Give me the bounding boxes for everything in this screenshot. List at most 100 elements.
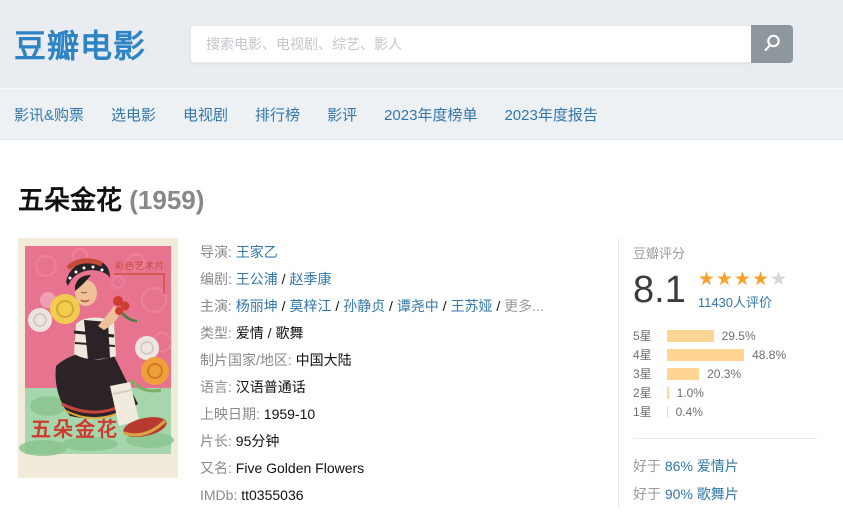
detail-row: 又名: Five Golden Flowers <box>200 455 544 482</box>
distribution-percent: 1.0% <box>676 385 704 400</box>
comparison-prefix: 好于 <box>633 458 665 474</box>
detail-label: 语言: <box>200 379 236 395</box>
movie-title: 五朵金花 <box>18 185 123 215</box>
separator: / <box>277 271 290 287</box>
rating-votes: 11430人评价 <box>698 292 788 312</box>
detail-value: 95分钟 <box>235 433 280 449</box>
star-full-icon: ★ <box>697 269 716 290</box>
separator: / <box>277 298 290 314</box>
comparison-prefix: 好于 <box>633 486 665 502</box>
detail-label: 导演: <box>200 244 236 260</box>
star-count-label: 4星 <box>633 348 652 362</box>
detail-label: 又名: <box>200 460 236 476</box>
detail-value: tt0355036 <box>241 487 304 503</box>
movie-poster[interactable]: 彩色艺术片 五朵金花 <box>18 238 178 478</box>
detail-label: IMDb: <box>200 487 242 503</box>
distribution-percent: 20.3% <box>707 366 742 381</box>
star-count-label: 3星 <box>633 367 652 381</box>
rating-score: 8.1 <box>633 269 686 311</box>
page-title: 五朵金花 (1959) <box>18 185 825 215</box>
detail-value: Five Golden Flowers <box>235 460 365 476</box>
genre-comparisons: 好于 86% 爱情片 好于 90% 歌舞片 <box>633 438 817 508</box>
rating-section: 豆瓣评分 8.1 ★★★★★ 11430人评价 5星 29.5% 4星 48.8% 3星… <box>618 238 825 509</box>
detail-label: 上映日期: <box>200 406 264 422</box>
comparison-line: 好于 86% 爱情片 <box>633 452 817 480</box>
main-nav: 影讯&购票 选电影 电视剧 排行榜 影评 2023年度榜单 2023年度报告 <box>0 88 843 140</box>
separator: / <box>331 298 344 314</box>
nav-item-1[interactable]: 选电影 <box>111 106 157 124</box>
star-full-icon: ★ <box>715 269 734 290</box>
main-content: 五朵金花 (1959) <box>0 185 843 509</box>
distribution-bar <box>667 348 745 361</box>
distribution-row: 1星 0.4% <box>633 402 825 421</box>
distribution-row: 4星 48.8% <box>633 345 825 364</box>
search-input[interactable] <box>190 25 752 63</box>
detail-value: 1959-10 <box>263 406 316 422</box>
separator: / <box>263 325 276 341</box>
star-empty-icon: ★ <box>770 269 789 290</box>
detail-link[interactable]: 莫梓江 <box>289 298 332 314</box>
separator: / <box>438 298 451 314</box>
detail-row: 上映日期: 1959-10 <box>200 401 544 428</box>
poster-corner-text: 彩色艺术片 <box>115 260 165 271</box>
nav-item-3[interactable]: 排行榜 <box>255 106 301 124</box>
detail-row: 导演: 王家乙 <box>200 239 544 266</box>
nav-item-4[interactable]: 影评 <box>327 106 358 124</box>
detail-label: 制片国家/地区: <box>200 352 296 368</box>
header: 豆瓣电影 <box>0 0 843 88</box>
separator: / <box>385 298 397 314</box>
distribution-bar <box>667 405 668 418</box>
more-link[interactable]: 更多... <box>504 298 544 314</box>
search-button[interactable] <box>751 25 794 63</box>
detail-value: 中国大陆 <box>295 352 352 368</box>
detail-row: 片长: 95分钟 <box>200 428 544 455</box>
detail-row: 主演: 杨丽坤 / 莫梓江 / 孙静贞 / 谭尧中 / 王苏娅 / 更多... <box>200 293 544 320</box>
detail-row: IMDb: tt0355036 <box>200 482 544 509</box>
detail-row: 语言: 汉语普通话 <box>200 374 544 401</box>
separator: / <box>492 298 505 314</box>
detail-row: 制片国家/地区: 中国大陆 <box>200 347 544 374</box>
star-count-label: 2星 <box>633 386 652 400</box>
star-count-label: 1星 <box>633 405 652 419</box>
detail-link[interactable]: 王家乙 <box>235 244 278 260</box>
comparison-link[interactable]: 86% 爱情片 <box>664 458 739 474</box>
distribution-row: 3星 20.3% <box>633 364 825 383</box>
comparison-line: 好于 90% 歌舞片 <box>633 480 817 508</box>
distribution-row: 2星 1.0% <box>633 383 825 402</box>
detail-link[interactable]: 孙静贞 <box>343 298 386 314</box>
movie-details: 导演: 王家乙编剧: 王公浦 / 赵季康主演: 杨丽坤 / 莫梓江 / 孙静贞 … <box>200 238 544 509</box>
star-full-icon: ★ <box>751 269 771 290</box>
detail-value: 爱情 <box>235 325 264 341</box>
detail-link[interactable]: 谭尧中 <box>396 298 439 314</box>
detail-value: 歌舞 <box>275 325 304 341</box>
poster-title-text: 五朵金花 <box>31 417 119 441</box>
detail-link[interactable]: 杨丽坤 <box>235 298 278 314</box>
movie-year: (1959) <box>129 185 205 215</box>
detail-link[interactable]: 王苏娅 <box>450 298 493 314</box>
detail-link[interactable]: 王公浦 <box>235 271 278 287</box>
rating-distribution: 5星 29.5% 4星 48.8% 3星 20.3% 2星 1.0% 1星 0.4% <box>633 326 825 421</box>
nav-item-5[interactable]: 2023年度榜单 <box>384 106 478 124</box>
distribution-bar <box>667 329 714 342</box>
rating-label: 豆瓣评分 <box>633 246 686 261</box>
nav-item-0[interactable]: 影讯&购票 <box>14 106 85 124</box>
votes-link[interactable]: 11430人评价 <box>697 295 773 310</box>
distribution-percent: 48.8% <box>752 347 787 362</box>
site-logo[interactable]: 豆瓣电影 <box>14 28 147 64</box>
detail-label: 主演: <box>200 298 236 314</box>
detail-link[interactable]: 赵季康 <box>289 271 332 287</box>
detail-label: 编剧: <box>200 271 236 287</box>
star-count-label: 5星 <box>633 329 652 343</box>
nav-item-6[interactable]: 2023年度报告 <box>504 106 598 124</box>
distribution-bar <box>667 386 669 399</box>
detail-label: 类型: <box>200 325 236 341</box>
detail-row: 类型: 爱情 / 歌舞 <box>200 320 544 347</box>
detail-value: 汉语普通话 <box>235 379 306 395</box>
detail-label: 片长: <box>200 433 236 449</box>
search-bar <box>190 25 794 63</box>
star-full-icon: ★ <box>733 269 752 290</box>
nav-item-2[interactable]: 电视剧 <box>183 106 229 124</box>
search-icon <box>762 33 782 56</box>
comparison-link[interactable]: 90% 歌舞片 <box>664 486 739 502</box>
